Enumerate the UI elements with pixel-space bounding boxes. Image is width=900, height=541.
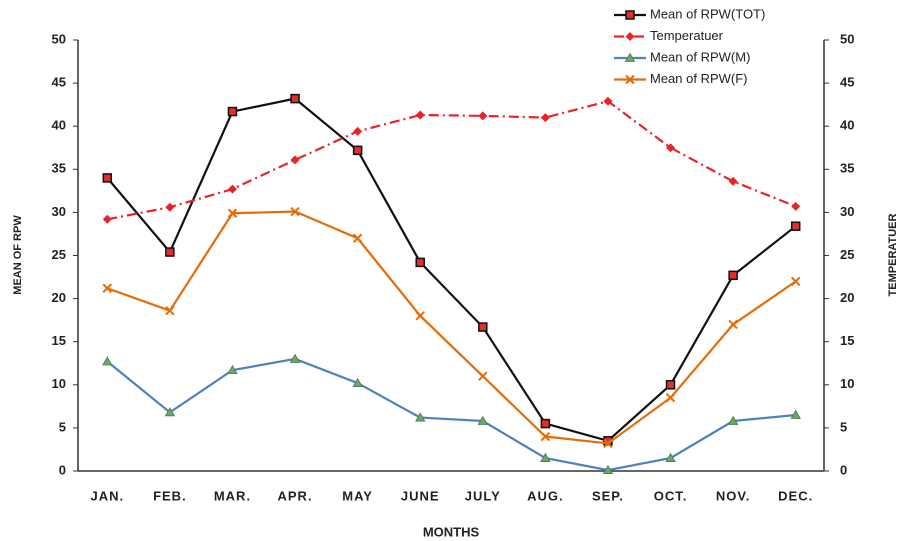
marker xyxy=(415,257,425,268)
y-tick-label: 25 xyxy=(52,247,66,262)
series-line xyxy=(106,210,797,445)
y2-tick-label: 15 xyxy=(840,333,854,348)
y2-tick-label: 40 xyxy=(840,118,854,133)
marker xyxy=(165,202,175,212)
y-axis-title: MEAN OF RPW xyxy=(12,215,24,295)
x-tick-label: JAN. xyxy=(90,488,124,503)
marker xyxy=(603,438,613,449)
marker xyxy=(540,431,551,442)
y2-tick-label: 20 xyxy=(840,290,854,305)
marker xyxy=(602,464,614,475)
x-tick-label: MAY xyxy=(342,488,373,503)
marker xyxy=(790,409,801,419)
marker xyxy=(665,380,676,390)
marker xyxy=(791,276,801,287)
marker xyxy=(478,322,488,332)
x-axis-title: MONTHS xyxy=(423,524,480,539)
y2-tick-label: 25 xyxy=(840,247,854,262)
marker xyxy=(666,143,676,153)
y-tick-label: 35 xyxy=(52,161,66,176)
marker xyxy=(791,201,801,211)
y2-tick-label: 50 xyxy=(840,31,854,46)
marker xyxy=(165,305,175,316)
marker xyxy=(415,311,425,321)
marker xyxy=(352,377,363,387)
marker xyxy=(290,206,300,217)
y-tick-label: 10 xyxy=(52,376,66,391)
x-tick-label: FEB. xyxy=(153,488,187,503)
series-line xyxy=(107,100,797,221)
marker xyxy=(665,452,676,462)
marker xyxy=(728,176,738,186)
marker xyxy=(665,393,676,403)
marker xyxy=(102,173,113,183)
y-tick-label: 5 xyxy=(59,419,66,434)
marker xyxy=(478,371,488,381)
marker xyxy=(227,208,238,218)
y2-tick-label: 30 xyxy=(840,204,854,219)
marker xyxy=(102,214,112,224)
marker xyxy=(728,270,738,281)
x-tick-label: APR. xyxy=(278,488,313,503)
y-tick-label: 0 xyxy=(59,462,66,477)
legend-marker xyxy=(625,32,635,41)
y2-axis-title: TEMPERATUER xyxy=(887,213,899,296)
y2-tick-label: 5 xyxy=(840,419,847,434)
marker xyxy=(728,319,738,330)
x-tick-label: DEC. xyxy=(778,488,813,503)
marker xyxy=(540,418,551,429)
x-tick-label: AUG. xyxy=(527,488,564,503)
marker xyxy=(790,221,801,231)
legend-label: Mean of RPW(F) xyxy=(650,71,748,86)
legend-marker xyxy=(625,74,635,85)
y2-tick-label: 35 xyxy=(840,161,854,176)
legend-marker xyxy=(624,52,636,62)
marker xyxy=(164,407,176,417)
x-tick-label: OCT. xyxy=(654,488,688,503)
legend-marker xyxy=(625,10,635,20)
marker xyxy=(353,126,363,136)
marker xyxy=(415,412,426,422)
y2-tick-label: 10 xyxy=(840,376,854,391)
x-tick-label: SEP. xyxy=(592,488,624,503)
legend: Mean of RPW(TOT) Temperatuer Mean of RPW(M… xyxy=(614,6,765,86)
marker xyxy=(415,110,425,120)
x-tick-label: MAR. xyxy=(214,488,251,503)
marker xyxy=(477,415,488,425)
y2-tick-label: 45 xyxy=(840,75,854,90)
y-tick-label: 20 xyxy=(52,290,66,305)
marker xyxy=(540,452,551,462)
marker xyxy=(352,145,363,156)
y-tick-label: 30 xyxy=(52,204,66,219)
marker xyxy=(352,233,363,243)
marker xyxy=(727,415,739,425)
marker xyxy=(290,155,300,165)
marker xyxy=(540,113,550,123)
y-tick-label: 45 xyxy=(52,75,66,90)
y2-tick-label: 0 xyxy=(840,462,847,477)
marker xyxy=(227,364,238,375)
x-tick-label: JUNE xyxy=(401,488,440,503)
y-tick-label: 40 xyxy=(52,118,66,133)
marker xyxy=(102,356,113,366)
series-line xyxy=(106,97,797,443)
y-tick-label: 15 xyxy=(52,333,66,348)
x-tick-label: JULY xyxy=(465,488,501,503)
legend-label: Temperatuer xyxy=(650,28,724,43)
y-tick-label: 50 xyxy=(52,31,66,46)
marker xyxy=(478,111,488,121)
x-tick-label: NOV. xyxy=(716,488,751,503)
marker xyxy=(227,184,237,194)
legend-label: Mean of RPW(TOT) xyxy=(650,6,765,21)
legend-label: Mean of RPW(M) xyxy=(650,49,750,64)
marker xyxy=(165,247,175,257)
marker xyxy=(102,283,112,293)
marker xyxy=(289,353,301,363)
marker xyxy=(290,93,300,104)
marker xyxy=(227,106,238,117)
marker xyxy=(603,96,613,106)
series-line xyxy=(106,357,796,472)
